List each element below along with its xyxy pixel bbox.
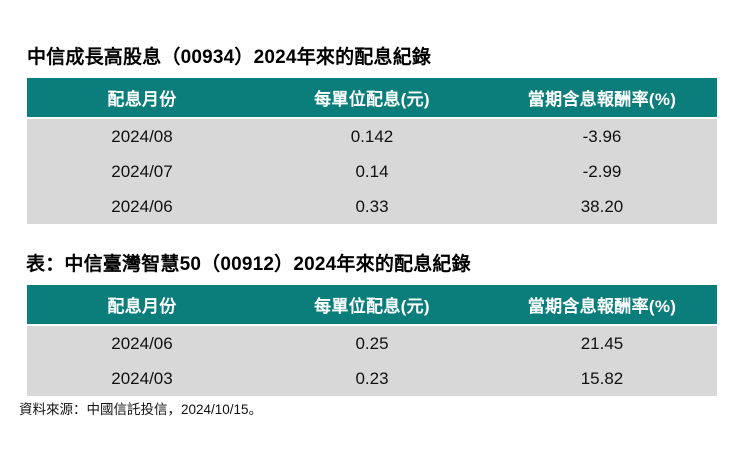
table1-header-row: 配息月份 每單位配息(元) 當期含息報酬率(%) (27, 78, 717, 119)
table-row: 2024/03 0.23 15.82 (27, 361, 717, 396)
table2-title: 表：中信臺灣智慧50（00912）2024年來的配息紀錄 (26, 254, 471, 275)
table1-col-month: 配息月份 (27, 78, 257, 119)
cell-return: -3.96 (487, 119, 717, 154)
table2-col-month: 配息月份 (27, 285, 257, 326)
cell-dividend: 0.25 (257, 326, 487, 361)
table-row: 2024/07 0.14 -2.99 (27, 154, 717, 189)
dividend-table-00934: 配息月份 每單位配息(元) 當期含息報酬率(%) 2024/08 0.142 -… (27, 78, 717, 224)
table1-col-return: 當期含息報酬率(%) (487, 78, 717, 119)
table-row: 2024/06 0.25 21.45 (27, 326, 717, 361)
cell-dividend: 0.33 (257, 189, 487, 224)
cell-dividend: 0.142 (257, 119, 487, 154)
cell-month: 2024/06 (27, 189, 257, 224)
source-note: 資料來源：中國信託投信，2024/10/15。 (19, 402, 263, 417)
table1-col-dividend: 每單位配息(元) (257, 78, 487, 119)
cell-return: 21.45 (487, 326, 717, 361)
table2-col-dividend: 每單位配息(元) (257, 285, 487, 326)
cell-dividend: 0.14 (257, 154, 487, 189)
cell-return: 15.82 (487, 361, 717, 396)
table-row: 2024/08 0.142 -3.96 (27, 119, 717, 154)
table2-header-row: 配息月份 每單位配息(元) 當期含息報酬率(%) (27, 285, 717, 326)
table2-col-return: 當期含息報酬率(%) (487, 285, 717, 326)
cell-return: 38.20 (487, 189, 717, 224)
cell-month: 2024/07 (27, 154, 257, 189)
cell-return: -2.99 (487, 154, 717, 189)
cell-month: 2024/03 (27, 361, 257, 396)
dividend-table-00912: 配息月份 每單位配息(元) 當期含息報酬率(%) 2024/06 0.25 21… (27, 285, 717, 396)
table1-title: 中信成長高股息（00934）2024年來的配息紀錄 (27, 47, 432, 68)
cell-month: 2024/08 (27, 119, 257, 154)
cell-dividend: 0.23 (257, 361, 487, 396)
cell-month: 2024/06 (27, 326, 257, 361)
table-row: 2024/06 0.33 38.20 (27, 189, 717, 224)
